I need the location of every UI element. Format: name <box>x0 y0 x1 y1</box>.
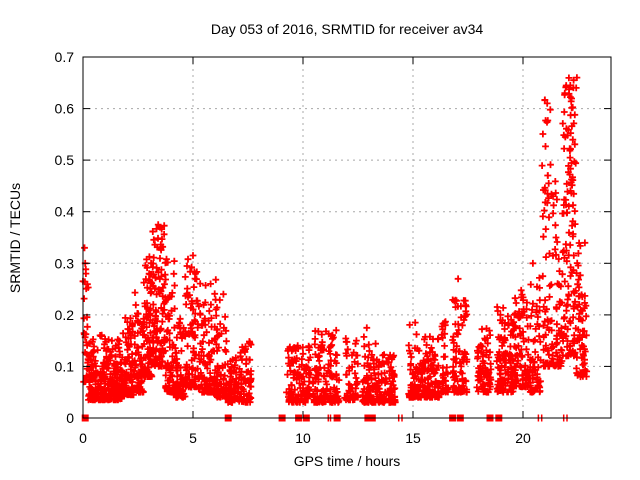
x-tick-label: 15 <box>405 430 421 446</box>
axes <box>82 56 612 419</box>
x-tick-label: 20 <box>515 430 531 446</box>
x-tick-label: 10 <box>295 430 311 446</box>
y-tick-label: 0.2 <box>55 307 75 323</box>
y-tick-label: 0.3 <box>55 255 75 271</box>
data-points <box>79 74 591 422</box>
y-tick-label: 0.1 <box>55 358 75 374</box>
y-tick-label: 0.6 <box>55 101 75 117</box>
y-tick-label: 0 <box>66 410 74 426</box>
y-axis-label: SRMTID / TECUs <box>7 183 23 293</box>
tick-labels: 0 5 10 15 20 0 0.1 0.2 0.3 0.4 0.5 0.6 0.7 <box>55 49 531 446</box>
y-tick-label: 0.5 <box>55 152 75 168</box>
x-axis-label: GPS time / hours <box>294 453 401 469</box>
chart-title: Day 053 of 2016, SRMTID for receiver av3… <box>211 21 484 37</box>
y-tick-label: 0.7 <box>55 49 75 65</box>
y-tick-label: 0.4 <box>55 204 75 220</box>
x-tick-label: 0 <box>79 430 87 446</box>
srmtid-plus-markers <box>79 74 591 406</box>
x-tick-label: 5 <box>189 430 197 446</box>
